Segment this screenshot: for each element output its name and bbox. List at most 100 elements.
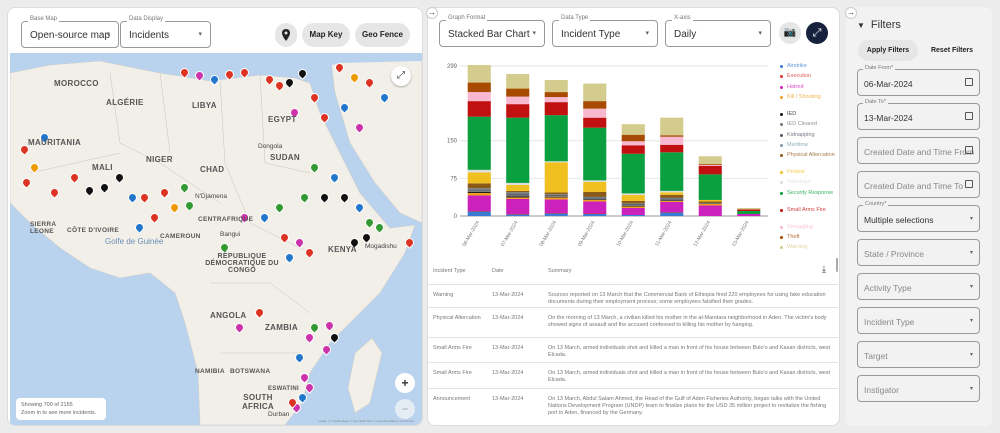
bar-segment[interactable]	[506, 190, 530, 193]
legend-item[interactable]: IED	[780, 111, 840, 118]
graph-format-select[interactable]: Graph Format Stacked Bar Chart ▾	[439, 15, 545, 47]
calendar-icon[interactable]	[965, 180, 973, 188]
bar-segment[interactable]	[621, 200, 645, 204]
bar-segment[interactable]	[467, 189, 491, 191]
bar-segment[interactable]	[698, 203, 722, 206]
bar-segment[interactable]	[506, 182, 530, 185]
bar-segment[interactable]	[698, 202, 722, 204]
bar-segment[interactable]	[621, 203, 645, 204]
bar-segment[interactable]	[660, 197, 684, 199]
bar-segment[interactable]	[467, 183, 491, 189]
table-row[interactable]: Warning 13-Mar-2024 Sources reported on 13…	[428, 284, 838, 310]
bar-segment[interactable]	[621, 207, 645, 215]
table-row[interactable]: Announcement 13-Mar-2024 On 13 March, Abdu…	[428, 388, 838, 416]
base-map-select[interactable]: Base Map Open-source map ▾	[21, 16, 119, 48]
bar-segment[interactable]	[621, 124, 645, 135]
screenshot-button[interactable]: 📷	[779, 22, 801, 44]
bar-segment[interactable]	[544, 115, 568, 162]
bar-segment[interactable]	[698, 164, 722, 166]
legend-item[interactable]: Maritime	[780, 142, 840, 149]
bar-segment[interactable]	[467, 188, 491, 190]
bar-segment[interactable]	[583, 108, 607, 118]
bar-segment[interactable]	[467, 192, 491, 196]
download-icon[interactable]: ⤓	[822, 264, 826, 274]
legend-item[interactable]: Sabotage	[780, 179, 840, 186]
apply-filters-button[interactable]: Apply Filters	[858, 40, 918, 61]
bar-segment[interactable]	[506, 117, 530, 183]
bar-segment[interactable]	[698, 205, 722, 216]
legend-item[interactable]: Smuggling	[780, 224, 840, 231]
bar-segment[interactable]	[544, 197, 568, 200]
bar-segment[interactable]	[544, 92, 568, 98]
bar-segment[interactable]	[737, 209, 761, 211]
instigator-select[interactable]: Instigator ▾	[857, 375, 980, 402]
map-attribution[interactable]: Leaflet | © Stadia Maps © OpenMapTiles ©…	[317, 419, 414, 423]
calendar-icon[interactable]	[965, 146, 973, 154]
bar-segment[interactable]	[467, 195, 491, 211]
bar-segment[interactable]	[621, 194, 645, 201]
bar-segment[interactable]	[467, 101, 491, 117]
bar-segment[interactable]	[660, 144, 684, 153]
bar-segment[interactable]	[583, 197, 607, 199]
bar-segment[interactable]	[660, 199, 684, 201]
bar-segment[interactable]	[621, 193, 645, 195]
bar-segment[interactable]	[660, 192, 684, 195]
bar-segment[interactable]	[698, 163, 722, 165]
bar-segment[interactable]	[467, 169, 491, 173]
bar-segment[interactable]	[467, 82, 491, 93]
bar-segment[interactable]	[583, 199, 607, 200]
date-from-field[interactable]: Date From* 06-Mar-2024	[857, 65, 980, 96]
bar-segment[interactable]	[737, 213, 761, 216]
bar-segment[interactable]	[698, 203, 722, 204]
calendar-icon[interactable]	[965, 112, 973, 120]
bar-segment[interactable]	[621, 204, 645, 206]
bar-segment[interactable]	[506, 198, 530, 214]
bar-segment[interactable]	[698, 199, 722, 202]
bar-segment[interactable]	[506, 96, 530, 105]
bar-segment[interactable]	[621, 214, 645, 216]
bar-segment[interactable]	[544, 162, 568, 193]
bar-segment[interactable]	[621, 153, 645, 194]
bar-segment[interactable]	[544, 192, 568, 195]
bar-segment[interactable]	[544, 80, 568, 93]
bar-segment[interactable]	[544, 97, 568, 103]
legend-item[interactable]: Execution	[780, 73, 840, 80]
bar-segment[interactable]	[506, 88, 530, 97]
bar-segment[interactable]	[544, 213, 568, 216]
bar-segment[interactable]	[506, 104, 530, 118]
bar-segment[interactable]	[467, 116, 491, 170]
data-type-select[interactable]: Data Type Incident Type ▾	[552, 15, 658, 47]
bar-segment[interactable]	[737, 207, 761, 210]
map-key-button[interactable]: Map Key	[302, 23, 350, 47]
legend-item[interactable]: Airstrike	[780, 63, 840, 70]
bar-segment[interactable]	[660, 190, 684, 193]
expand-chart-button[interactable]: ⤢	[806, 22, 828, 44]
incident-type-select[interactable]: Incident Type ▾	[857, 307, 980, 334]
map-canvas[interactable]: MOROCCO ALGÉRIE LIBYA EGYPT MAURITANIA M…	[10, 53, 422, 425]
bar-segment[interactable]	[583, 180, 607, 182]
legend-item[interactable]: Warning	[780, 244, 840, 251]
bar-segment[interactable]	[467, 210, 491, 212]
bar-segment[interactable]	[467, 191, 491, 193]
bar-segment[interactable]	[698, 174, 722, 200]
bar-segment[interactable]	[660, 201, 684, 212]
bar-segment[interactable]	[583, 196, 607, 198]
bar-segment[interactable]	[544, 194, 568, 196]
bar-segment[interactable]	[544, 199, 568, 213]
bar-segment[interactable]	[621, 145, 645, 154]
bar-segment[interactable]	[506, 196, 530, 198]
created-to-field[interactable]: Created Date and Time To	[857, 171, 980, 198]
bar-segment[interactable]	[506, 184, 530, 191]
legend-item[interactable]: Hatred	[780, 84, 840, 91]
collapse-filters-button[interactable]: →	[845, 7, 857, 19]
collapse-map-button[interactable]: →	[426, 7, 438, 19]
bar-segment[interactable]	[467, 211, 491, 216]
bar-segment[interactable]	[544, 212, 568, 214]
target-select[interactable]: Target ▾	[857, 341, 980, 368]
bar-segment[interactable]	[544, 194, 568, 195]
bar-segment[interactable]	[621, 206, 645, 208]
country-select[interactable]: Country* Multiple selections ▾	[857, 201, 980, 232]
bar-segment[interactable]	[660, 152, 684, 191]
created-from-field[interactable]: Created Date and Time From	[857, 137, 980, 164]
bar-segment[interactable]	[544, 196, 568, 198]
